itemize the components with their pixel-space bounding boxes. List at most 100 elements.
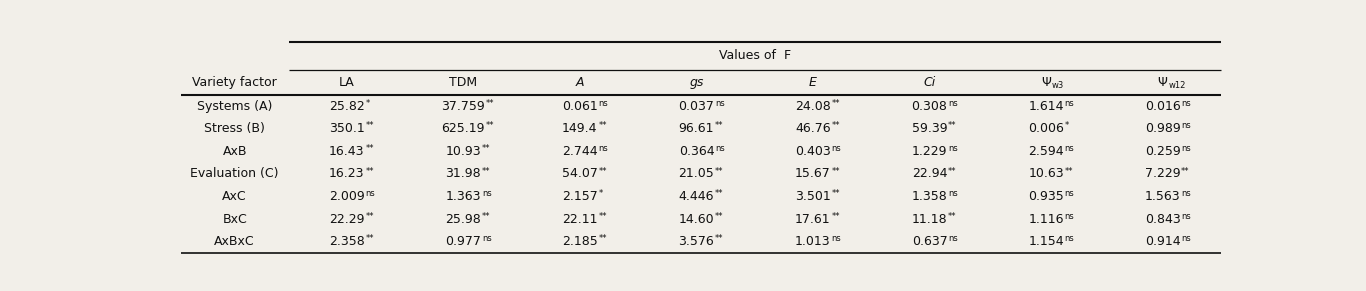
Text: ns: ns	[1182, 234, 1191, 243]
Text: 0.006: 0.006	[1029, 122, 1064, 135]
Text: 2.185: 2.185	[561, 235, 598, 248]
Text: 0.977: 0.977	[445, 235, 481, 248]
Text: **: **	[714, 189, 724, 198]
Text: ns: ns	[948, 189, 958, 198]
Text: 350.1: 350.1	[329, 122, 365, 135]
Text: ns: ns	[948, 144, 958, 153]
Text: **: **	[365, 212, 374, 221]
Text: 2.744: 2.744	[561, 145, 598, 158]
Text: E: E	[809, 76, 817, 89]
Text: **: **	[1064, 166, 1074, 175]
Text: 1.563: 1.563	[1145, 190, 1180, 203]
Text: 0.989: 0.989	[1145, 122, 1180, 135]
Text: w12: w12	[1168, 81, 1186, 90]
Text: 24.08: 24.08	[795, 100, 831, 113]
Text: ns: ns	[598, 144, 608, 153]
Text: **: **	[366, 234, 374, 243]
Text: Ci: Ci	[923, 76, 936, 89]
Text: **: **	[714, 166, 724, 175]
Text: ns: ns	[832, 234, 841, 243]
Text: 96.61: 96.61	[679, 122, 714, 135]
Text: Systems (A): Systems (A)	[197, 100, 272, 113]
Text: 0.637: 0.637	[911, 235, 948, 248]
Text: **: **	[714, 212, 724, 221]
Text: 2.009: 2.009	[329, 190, 365, 203]
Text: 2.594: 2.594	[1029, 145, 1064, 158]
Text: **: **	[832, 166, 840, 175]
Text: **: **	[482, 166, 490, 175]
Text: ns: ns	[1064, 212, 1074, 221]
Text: **: **	[1182, 166, 1190, 175]
Text: Values of  F: Values of F	[719, 49, 791, 62]
Text: **: **	[832, 212, 840, 221]
Text: 54.07: 54.07	[561, 167, 598, 180]
Text: ns: ns	[1182, 212, 1191, 221]
Text: 1.013: 1.013	[795, 235, 831, 248]
Text: Ψ: Ψ	[1157, 76, 1168, 89]
Text: AxB: AxB	[223, 145, 247, 158]
Text: **: **	[598, 234, 607, 243]
Text: **: **	[832, 99, 840, 108]
Text: **: **	[948, 166, 956, 175]
Text: ns: ns	[832, 144, 841, 153]
Text: 10.63: 10.63	[1029, 167, 1064, 180]
Text: ns: ns	[1064, 144, 1075, 153]
Text: **: **	[714, 121, 724, 130]
Text: 0.403: 0.403	[795, 145, 831, 158]
Text: **: **	[832, 121, 840, 130]
Text: **: **	[598, 166, 607, 175]
Text: ns: ns	[1182, 144, 1191, 153]
Text: ns: ns	[598, 99, 608, 108]
Text: Ψ: Ψ	[1041, 76, 1050, 89]
Text: *: *	[1064, 121, 1070, 130]
Text: 21.05: 21.05	[679, 167, 714, 180]
Text: 0.914: 0.914	[1145, 235, 1180, 248]
Text: 31.98: 31.98	[445, 167, 481, 180]
Text: AxBxC: AxBxC	[214, 235, 255, 248]
Text: 0.061: 0.061	[561, 100, 598, 113]
Text: ns: ns	[714, 144, 725, 153]
Text: 37.759: 37.759	[441, 100, 485, 113]
Text: 22.29: 22.29	[329, 212, 365, 226]
Text: Variety factor: Variety factor	[193, 76, 277, 89]
Text: LA: LA	[339, 76, 355, 89]
Text: 4.446: 4.446	[679, 190, 714, 203]
Text: 1.363: 1.363	[445, 190, 481, 203]
Text: 1.154: 1.154	[1029, 235, 1064, 248]
Text: ns: ns	[1182, 121, 1191, 130]
Text: 0.308: 0.308	[911, 100, 948, 113]
Text: *: *	[598, 189, 602, 198]
Text: 11.18: 11.18	[911, 212, 948, 226]
Text: 7.229: 7.229	[1145, 167, 1180, 180]
Text: 14.60: 14.60	[679, 212, 714, 226]
Text: 149.4: 149.4	[563, 122, 598, 135]
Text: w3: w3	[1052, 81, 1064, 90]
Text: 46.76: 46.76	[795, 122, 831, 135]
Text: 10.93: 10.93	[445, 145, 481, 158]
Text: Evaluation (C): Evaluation (C)	[190, 167, 279, 180]
Text: **: **	[598, 212, 607, 221]
Text: 1.614: 1.614	[1029, 100, 1064, 113]
Text: TDM: TDM	[449, 76, 478, 89]
Text: ns: ns	[366, 189, 376, 198]
Text: 0.843: 0.843	[1145, 212, 1180, 226]
Text: 0.037: 0.037	[679, 100, 714, 113]
Text: **: **	[365, 144, 374, 153]
Text: **: **	[486, 121, 494, 130]
Text: ns: ns	[948, 234, 958, 243]
Text: 59.39: 59.39	[911, 122, 948, 135]
Text: *: *	[366, 99, 370, 108]
Text: ns: ns	[1064, 189, 1075, 198]
Text: ns: ns	[482, 189, 492, 198]
Text: 0.016: 0.016	[1145, 100, 1180, 113]
Text: 22.11: 22.11	[563, 212, 598, 226]
Text: **: **	[714, 234, 724, 243]
Text: 1.358: 1.358	[911, 190, 948, 203]
Text: 1.116: 1.116	[1029, 212, 1064, 226]
Text: ns: ns	[1064, 99, 1074, 108]
Text: ns: ns	[482, 234, 492, 243]
Text: 625.19: 625.19	[441, 122, 485, 135]
Text: 0.364: 0.364	[679, 145, 714, 158]
Text: 15.67: 15.67	[795, 167, 831, 180]
Text: 0.259: 0.259	[1145, 145, 1180, 158]
